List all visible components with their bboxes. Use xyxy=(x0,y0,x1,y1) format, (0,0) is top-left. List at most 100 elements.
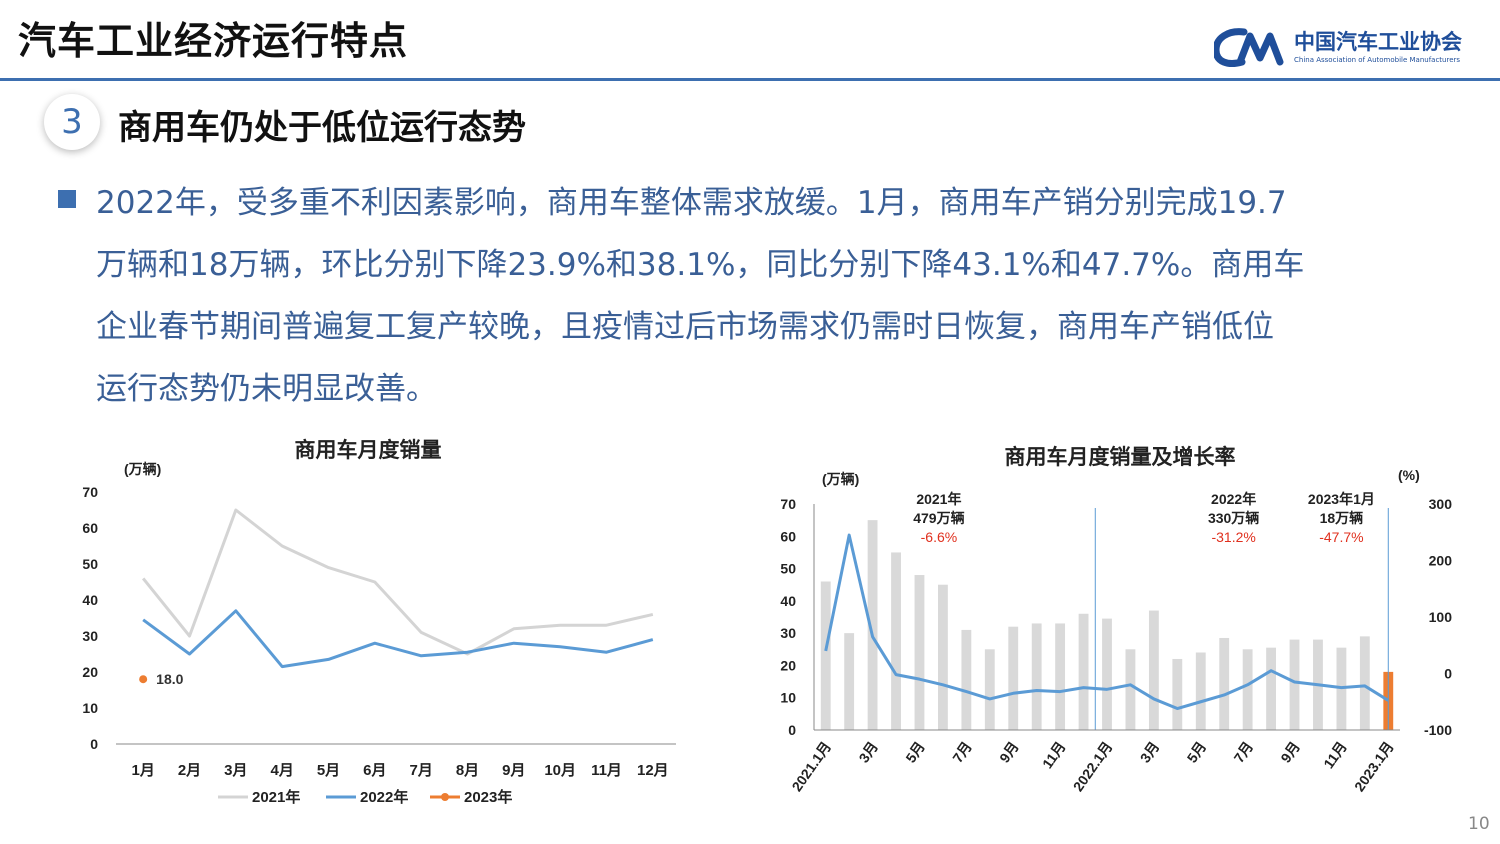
y-tick-label-left: 30 xyxy=(780,625,796,641)
y-tick-label-left: 70 xyxy=(780,496,796,512)
y-tick-label-right: -100 xyxy=(1424,722,1452,738)
annotation-text: 2021年 xyxy=(916,491,961,507)
page-number: 10 xyxy=(1468,814,1490,834)
body-line: 2022年，受多重不利因素影响，商用车整体需求放缓。1月，商用车产销分别完成19… xyxy=(96,185,1287,221)
x-tick-label: 10月 xyxy=(544,762,576,779)
x-tick-label: 2月 xyxy=(178,762,201,779)
bar xyxy=(1359,636,1370,730)
bar xyxy=(844,633,855,730)
y-axis-label: (万辆) xyxy=(124,461,161,477)
annotation-growth-rate: -47.7% xyxy=(1319,529,1363,545)
annotation-text: 479万辆 xyxy=(913,510,964,526)
annotation-text: 2023年1月 xyxy=(1308,491,1375,507)
bar xyxy=(1078,613,1089,730)
bar xyxy=(1289,639,1300,730)
x-tick-label: 2023.1月 xyxy=(1351,739,1397,795)
y-tick-label-right: 300 xyxy=(1429,496,1453,512)
bar xyxy=(937,584,948,730)
x-tick-label: 11月 xyxy=(591,762,622,779)
x-tick-label: 8月 xyxy=(456,762,479,779)
bar xyxy=(1008,626,1019,730)
chart-title: 商用车月度销量 xyxy=(295,438,442,462)
y-tick-label-right: 200 xyxy=(1429,553,1453,569)
bar xyxy=(1242,649,1253,730)
bar xyxy=(961,629,972,730)
y-tick-label: 10 xyxy=(82,700,98,716)
bar xyxy=(1172,658,1183,730)
caam-logo: 中国汽车工业协会 China Association of Automobile… xyxy=(1212,24,1484,70)
legend-label: 2023年 xyxy=(464,788,512,806)
y-tick-label: 40 xyxy=(82,592,98,608)
page-title: 汽车工业经济运行特点 xyxy=(18,19,409,63)
bar xyxy=(1125,649,1136,730)
chart-monthly-sales-svg: 商用车月度销量 (万辆) 0 10 20 30 40 50 60 70 1月 2月 3月 4月 5月 6… xyxy=(82,438,676,806)
logo-name-cn: 中国汽车工业协会 xyxy=(1294,30,1462,54)
x-tick-label: 11月 xyxy=(1039,739,1069,772)
bar xyxy=(1055,623,1066,730)
legend-marker xyxy=(441,793,449,801)
y-tick-label-left: 40 xyxy=(780,593,796,609)
x-tick-label: 1月 xyxy=(131,762,154,779)
annotation-text: 18万辆 xyxy=(1320,510,1364,526)
y-tick-label: 20 xyxy=(82,664,98,680)
section-number-badge: 3 xyxy=(44,94,100,150)
y-tick-label-right: 100 xyxy=(1429,609,1453,625)
x-tick-label: 3月 xyxy=(1137,739,1163,766)
bar xyxy=(914,575,925,730)
x-tick-label: 5月 xyxy=(317,762,340,779)
y-tick-label-left: 50 xyxy=(780,561,796,577)
annotation-text: 330万辆 xyxy=(1208,510,1259,526)
header-divider xyxy=(0,78,1500,81)
y-tick-label-left: 0 xyxy=(788,722,796,738)
series-line-2022年 xyxy=(142,609,654,669)
bar xyxy=(1102,618,1112,730)
y-tick-label: 50 xyxy=(82,556,98,572)
growth-rate-line xyxy=(824,533,1390,711)
chart-title: 商用车月度销量及增长率 xyxy=(1005,445,1236,469)
x-tick-label: 7月 xyxy=(1230,739,1256,766)
body-paragraph: 2022年，受多重不利因素影响，商用车整体需求放缓。1月，商用车产销分别完成19… xyxy=(96,172,1426,420)
y-axis-label-right: (%) xyxy=(1398,467,1420,483)
y-tick-label: 0 xyxy=(90,736,98,752)
y-tick-label-left: 60 xyxy=(780,528,796,544)
series-line-2021年 xyxy=(141,508,654,656)
bullet-square-icon xyxy=(58,190,76,208)
x-tick-label: 4月 xyxy=(270,762,293,779)
y-tick-label: 30 xyxy=(82,628,98,644)
x-tick-label: 7月 xyxy=(409,762,432,779)
data-label-2023-jan: 18.0 xyxy=(156,671,183,687)
y-tick-label-left: 10 xyxy=(780,690,796,706)
x-tick-label: 9月 xyxy=(502,762,525,779)
bar xyxy=(891,552,901,730)
bar xyxy=(1195,652,1206,730)
x-tick-label: 3月 xyxy=(855,739,881,766)
chart-monthly-sales-growth-svg: 商用车月度销量及增长率 (万辆) (%) 0 10 20 30 40 50 60 70 -10… xyxy=(780,445,1453,795)
x-tick-label: 12月 xyxy=(637,762,669,779)
bar xyxy=(867,520,878,730)
y-tick-label-left: 20 xyxy=(780,657,796,673)
annotation-growth-rate: -31.2% xyxy=(1211,529,1255,545)
bar xyxy=(1219,637,1230,730)
annotation-text: 2022年 xyxy=(1211,491,1256,507)
y-tick-label: 70 xyxy=(82,484,98,500)
section-title: 商用车仍处于低位运行态势 xyxy=(118,108,526,148)
logo-name-en: China Association of Automobile Manufact… xyxy=(1294,56,1461,64)
series-point-2023年 xyxy=(139,675,148,684)
bar xyxy=(984,649,995,730)
y-tick-label: 60 xyxy=(82,520,98,536)
x-tick-label: 7月 xyxy=(949,739,975,766)
bar xyxy=(820,581,831,730)
y-tick-label-right: 0 xyxy=(1444,666,1452,682)
bar xyxy=(1266,647,1277,730)
legend-label: 2022年 xyxy=(360,788,408,806)
legend-label: 2021年 xyxy=(252,788,300,806)
x-tick-label: 2021.1月 xyxy=(788,739,834,795)
x-tick-label: 6月 xyxy=(363,762,386,779)
y-axis-label-left: (万辆) xyxy=(822,471,859,487)
chart-monthly-sales: 商用车月度销量 (万辆) 0 10 20 30 40 50 60 70 1月 2月 3月 4月 5月 6… xyxy=(60,425,700,829)
caam-logo-icon xyxy=(1212,28,1284,67)
x-tick-label: 9月 xyxy=(1277,739,1303,766)
x-tick-label: 5月 xyxy=(1184,739,1210,766)
x-tick-label: 2022.1月 xyxy=(1070,739,1116,795)
body-line: 万辆和18万辆，环比分别下降23.9%和38.1%，同比分别下降43.1%和47… xyxy=(96,247,1305,283)
